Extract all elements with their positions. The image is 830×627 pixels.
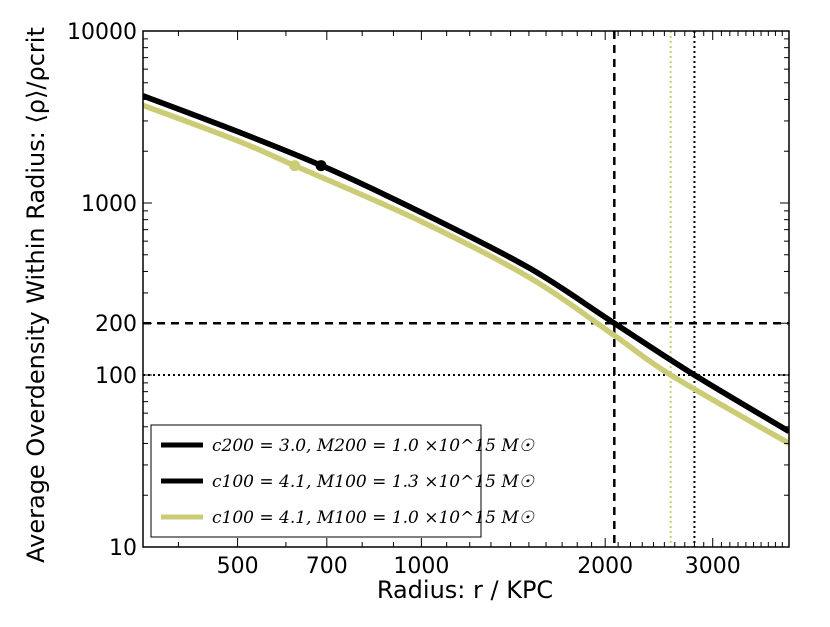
x-tick-label-2000: 2000: [577, 554, 633, 579]
legend: c200 = 3.0, M200 = 1.0 ×10^15 M☉ c100 = …: [150, 424, 535, 538]
y-tick-label-10000: 10000: [67, 20, 137, 45]
x-tick-label-500: 500: [217, 554, 259, 579]
series-marker-1: [315, 160, 327, 172]
y-tick-label-200: 200: [95, 312, 137, 337]
y-tick-label-1000: 1000: [81, 192, 137, 217]
x-tick-label-3000: 3000: [685, 554, 741, 579]
series-line-1: [143, 93, 789, 434]
legend-box: [150, 424, 482, 538]
series-line-2: [143, 93, 789, 434]
legend-label-2: c100 = 4.1, M100 = 1.3 ×10^15 M☉: [212, 472, 535, 492]
reference-lines: [143, 31, 789, 547]
x-axis-label: Radius: r / KPC: [377, 576, 553, 604]
series-line-3: [143, 102, 789, 446]
y-axis-label: Average Overdensity Within Radius: ⟨ρ⟩/ρ…: [22, 27, 50, 563]
y-tick-label-100: 100: [95, 364, 137, 389]
x-tick-label-1000: 1000: [393, 554, 449, 579]
legend-label-1: c200 = 3.0, M200 = 1.0 ×10^15 M☉: [212, 436, 535, 456]
y-tick-label-10: 10: [109, 536, 137, 561]
x-tick-label-700: 700: [306, 554, 348, 579]
series-marker-3: [289, 160, 301, 172]
plot-frame: [142, 30, 790, 548]
legend-label-3: c100 = 4.1, M100 = 1.0 ×10^15 M☉: [212, 508, 535, 528]
series-lines: [143, 93, 789, 446]
axis-ticks: 10 100 200 1000 10000 500 700 1000 2000 3000: [67, 20, 790, 579]
